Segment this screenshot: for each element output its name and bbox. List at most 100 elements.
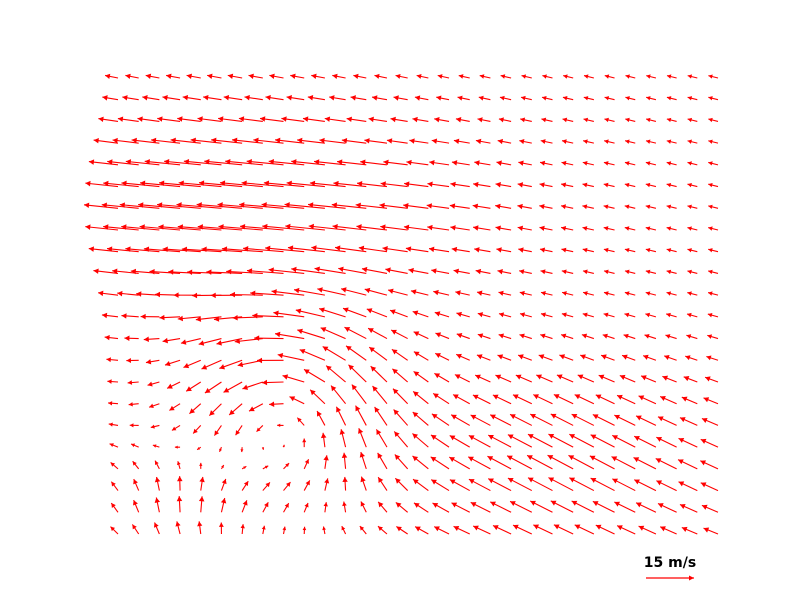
wind-vector-head — [356, 224, 362, 230]
wind-vector-head — [173, 292, 179, 298]
wind-vector — [263, 182, 305, 188]
wind-vector-head — [638, 525, 645, 531]
wind-vector-head — [553, 524, 560, 530]
wind-vector-head — [304, 369, 310, 375]
wind-vector-head — [583, 291, 588, 296]
wind-vector-head — [507, 477, 514, 483]
wind-vector-head — [434, 373, 441, 379]
wind-vector-head — [454, 374, 461, 380]
wind-vector-head — [542, 74, 547, 79]
wind-vector-head — [645, 226, 651, 231]
wind-vector-head — [619, 374, 626, 381]
wind-vector-head — [449, 457, 455, 462]
wind-vector-head — [656, 480, 663, 486]
wind-vector-head — [666, 269, 672, 275]
wind-vector-head — [286, 95, 292, 101]
wind-vector-head — [93, 137, 99, 144]
wind-vector-head — [394, 431, 400, 438]
wind-vector-head — [369, 347, 375, 353]
wind-vector-head — [286, 180, 292, 187]
wind-vector-head — [592, 501, 599, 507]
wind-vector-head — [310, 389, 316, 396]
wind-vector-head — [304, 459, 309, 464]
wind-vector-head — [518, 247, 524, 253]
wind-vector-head — [527, 434, 534, 440]
wind-vector-head — [282, 526, 287, 531]
wind-vector-head — [595, 524, 602, 530]
wind-vector — [201, 248, 243, 253]
wind-vector-head — [396, 526, 402, 532]
wind-vector-head — [708, 291, 713, 296]
wind-vector-head — [183, 158, 190, 165]
wind-vector-head — [604, 269, 609, 275]
wind-vector-head — [341, 452, 348, 458]
wind-vector-head — [412, 433, 419, 439]
wind-vector — [285, 225, 325, 231]
wind-vector-head — [687, 204, 692, 209]
wind-vector-head — [645, 248, 651, 253]
wind-vector-head — [260, 116, 266, 122]
wind-vector-head — [269, 73, 275, 80]
wind-vector-head — [273, 310, 279, 316]
wind-vector-head — [117, 116, 124, 122]
wind-vector-head — [666, 226, 672, 231]
wind-vector-head — [108, 401, 113, 406]
wind-vector — [219, 182, 263, 188]
wind-vector-head — [129, 423, 134, 428]
wind-vector — [83, 204, 119, 209]
wind-vector-head — [666, 96, 672, 101]
wind-vector-head — [539, 247, 546, 253]
wind-vector-head — [431, 268, 437, 274]
wind-vector — [293, 289, 325, 296]
wind-vector-head — [474, 160, 480, 166]
wind-vector-head — [678, 459, 684, 465]
wind-vector-field — [83, 73, 719, 535]
wind-vector-head — [472, 394, 479, 400]
wind-vector — [218, 225, 263, 231]
wind-vector-head — [477, 333, 484, 339]
wind-vector-head — [358, 428, 364, 434]
wind-vector-head — [197, 447, 201, 450]
wind-vector-head — [394, 454, 401, 461]
wind-vector-head — [203, 94, 209, 101]
wind-vector-head — [581, 333, 588, 339]
wind-vector-head — [687, 139, 692, 144]
wind-vector — [232, 316, 263, 319]
wind-vector-head — [540, 291, 546, 296]
wind-vector-head — [125, 73, 131, 79]
wind-vector-head — [589, 455, 596, 461]
wind-vector — [101, 204, 139, 209]
wind-vector-head — [332, 223, 338, 230]
wind-vector-head — [302, 526, 307, 531]
wind-vector-head — [408, 267, 414, 274]
wind-vector-head — [708, 269, 713, 275]
wind-vector-head — [177, 476, 183, 482]
wind-vector-head — [311, 245, 317, 251]
wind-vector-head — [250, 290, 256, 297]
wind-vector-head — [262, 379, 268, 386]
wind-vector-head — [561, 333, 567, 339]
wind-vector-head — [562, 291, 567, 296]
wind-vector-head — [474, 247, 480, 253]
wind-vector-head — [405, 246, 412, 252]
wind-vector-head — [154, 460, 159, 466]
wind-vector-head — [612, 435, 618, 441]
wind-vector-head — [204, 158, 210, 165]
wind-vector-head — [707, 334, 713, 339]
wind-vector-head — [109, 443, 114, 448]
wind-vector-head — [264, 502, 269, 508]
wind-vector-head — [499, 95, 505, 101]
wind-vector-head — [343, 307, 349, 313]
wind-vector-head — [547, 455, 554, 461]
wind-vector-head — [346, 345, 352, 352]
wind-vector-head — [221, 246, 228, 252]
wind-vector-head — [569, 434, 576, 440]
wind-vector-head — [604, 96, 610, 101]
wind-vector-head — [150, 137, 157, 144]
wind-vector-head — [562, 117, 568, 123]
wind-vector-head — [284, 503, 289, 508]
wind-vector-head — [643, 354, 649, 360]
wind-vector-head — [657, 416, 664, 422]
wind-vector-head — [264, 465, 269, 469]
wind-vector-head — [348, 364, 354, 371]
